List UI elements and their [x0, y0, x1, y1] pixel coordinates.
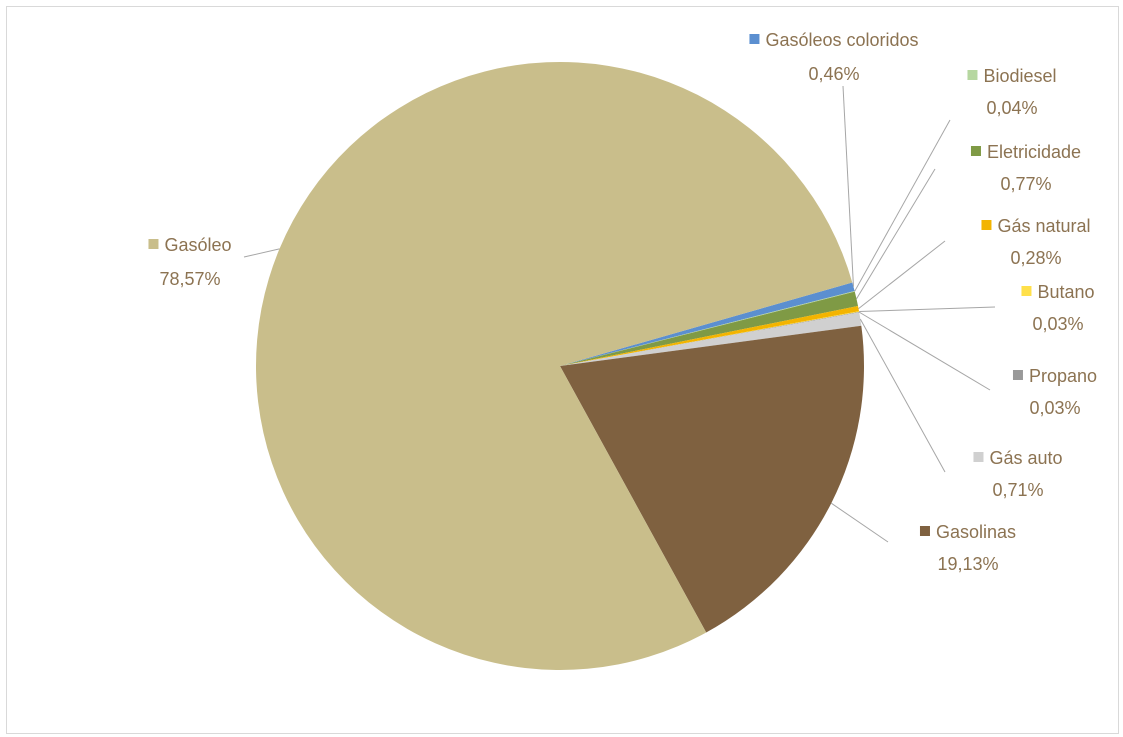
pie-slice-biodiesel: [560, 290, 855, 366]
data-label: Propano 0,03%: [1012, 366, 1097, 418]
data-label-value: 78,57%: [159, 269, 220, 289]
data-label: Gasóleos coloridos 0,46%: [749, 30, 919, 84]
pie-slice-butano: [560, 311, 860, 366]
pie-slices: [256, 61, 865, 670]
data-label-name: Biodiesel: [983, 66, 1056, 86]
legend-key: [749, 34, 760, 44]
data-label-value: 0,28%: [1010, 248, 1061, 268]
pie-slice-gas-leo: [256, 61, 853, 670]
leader-line: [854, 119, 951, 292]
leader-line: [856, 168, 936, 300]
data-label-value: 0,03%: [1032, 314, 1083, 334]
legend-key: [973, 452, 984, 462]
data-label-name: Gasolinas: [936, 522, 1016, 542]
data-label: Gás auto 0,71%: [973, 448, 1063, 500]
legend-key: [981, 220, 992, 230]
pie-slice-eletricidade: [560, 291, 859, 366]
data-label-name: Gasóleos coloridos: [765, 30, 918, 50]
legend-key: [970, 146, 981, 156]
data-label: Biodiesel 0,04%: [967, 66, 1057, 118]
data-label-name: Gás natural: [997, 216, 1090, 236]
leader-line: [243, 248, 280, 258]
data-label-value: 0,03%: [1029, 398, 1080, 418]
data-label-name: Gás auto: [989, 448, 1062, 468]
pie-slice-gasolinas: [560, 325, 865, 633]
leader-line: [830, 502, 889, 543]
data-label: Gasóleo 78,57%: [148, 235, 232, 289]
data-label-name: Eletricidade: [987, 142, 1081, 162]
data-label: Butano 0,03%: [1021, 282, 1095, 334]
data-label-value: 0,04%: [986, 98, 1037, 118]
data-label-value: 19,13%: [937, 554, 998, 574]
data-label: Eletricidade 0,77%: [970, 142, 1081, 194]
data-label: Gás natural 0,28%: [981, 216, 1091, 268]
pie-slice-g-s-auto: [560, 312, 862, 366]
legend-key: [967, 70, 978, 80]
data-labels: Gasóleos coloridos 0,46% Biodiesel 0,04% Ele…: [148, 30, 1097, 574]
leader-lines: [243, 85, 996, 543]
data-label: Gasolinas 19,13%: [919, 522, 1016, 574]
legend-key: [148, 239, 159, 249]
data-label-value: 0,77%: [1000, 174, 1051, 194]
leader-line: [842, 85, 854, 287]
legend-key: [1021, 286, 1032, 296]
pie-slice-propano: [560, 311, 860, 366]
data-label-name: Gasóleo: [164, 235, 231, 255]
data-label-name: Butano: [1037, 282, 1094, 302]
leader-line: [858, 311, 991, 391]
data-label-name: Propano: [1029, 366, 1097, 386]
data-label-value: 0,46%: [808, 64, 859, 84]
legend-key: [919, 526, 930, 536]
leader-line: [858, 240, 946, 310]
data-label-value: 0,71%: [992, 480, 1043, 500]
leader-line: [859, 318, 946, 473]
pie-slice-gas-leos-coloridos: [560, 282, 855, 366]
legend-key: [1012, 370, 1023, 380]
pie-slice-g-s-natural: [560, 306, 860, 366]
leader-line: [859, 306, 996, 313]
